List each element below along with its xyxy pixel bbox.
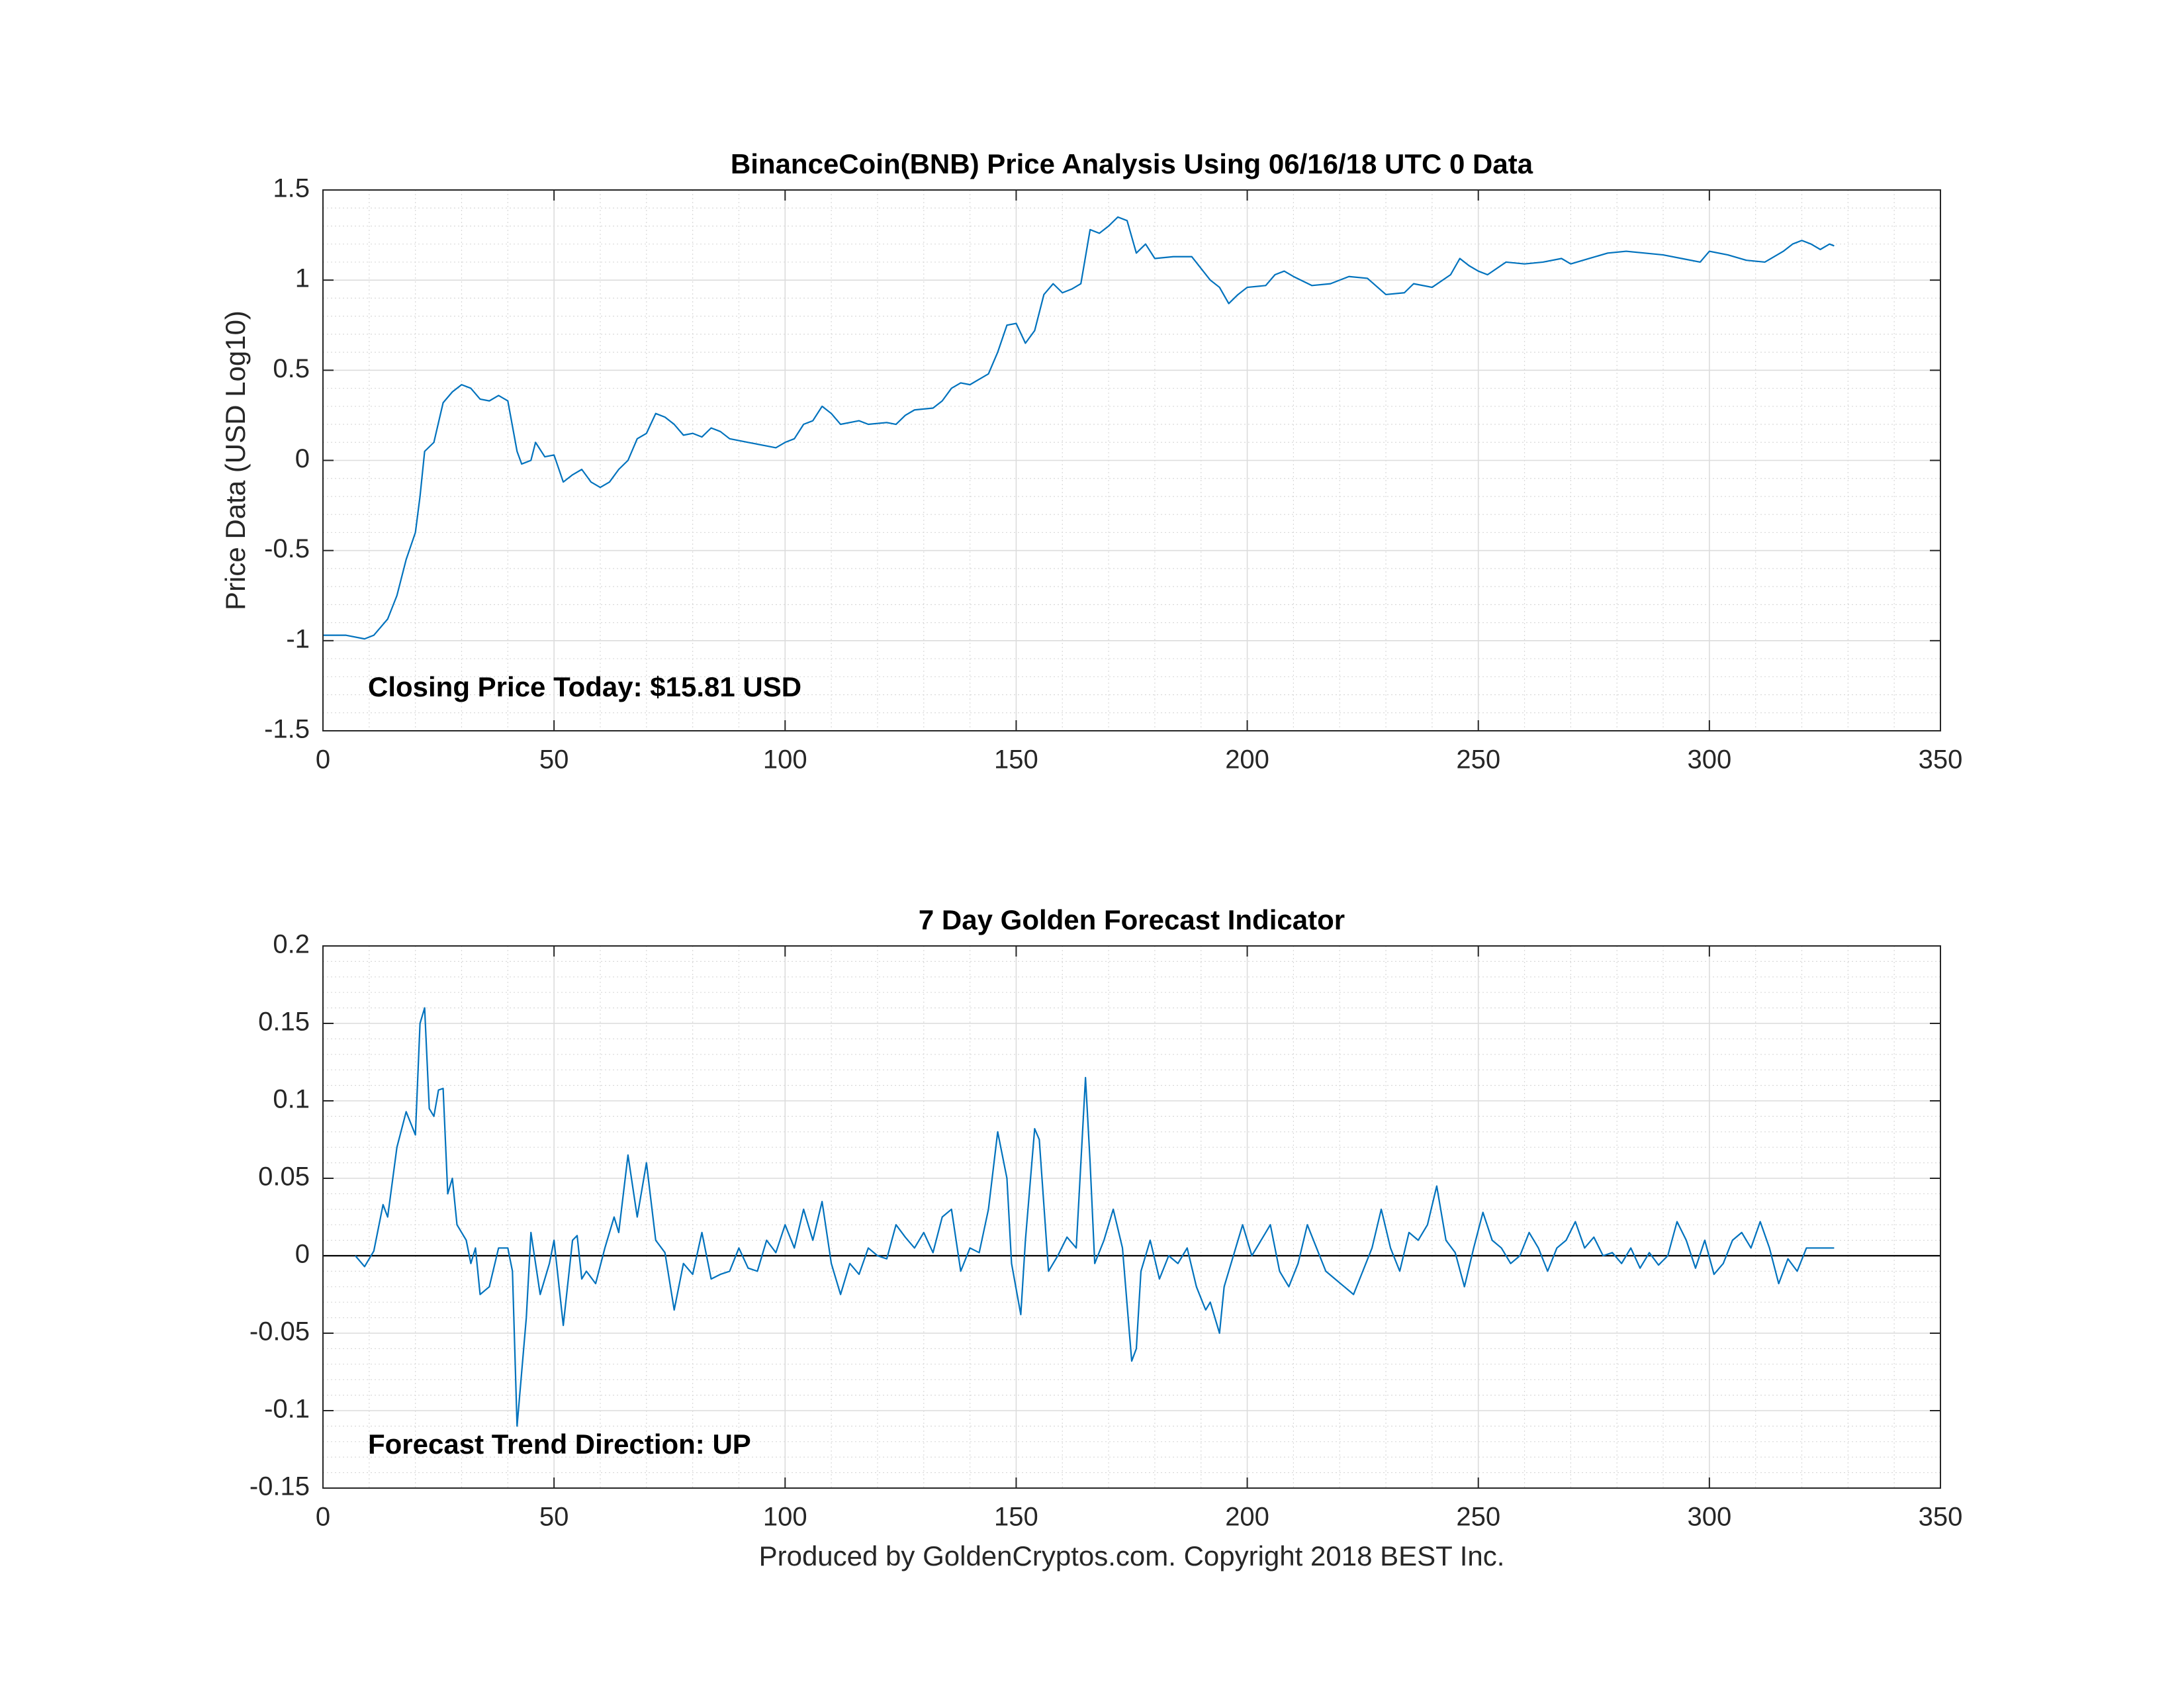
- axes-box: [322, 189, 1941, 731]
- y-tick-label: 0.5: [273, 354, 310, 383]
- x-tick-label: 50: [539, 1503, 569, 1532]
- y-tick-label: -0.15: [250, 1472, 310, 1501]
- x-tick-label: 350: [1919, 1503, 1963, 1532]
- x-tick-label: 150: [994, 1503, 1038, 1532]
- price-line: [355, 1007, 1835, 1427]
- y-tick-label: 0: [295, 444, 310, 473]
- x-tick-label: 100: [763, 745, 807, 774]
- x-tick-label: 350: [1919, 745, 1963, 774]
- y-tick-label: 0.1: [273, 1085, 310, 1114]
- x-tick-label: 250: [1456, 745, 1500, 774]
- x-tick-label: 100: [763, 1503, 807, 1532]
- axes-box: [322, 945, 1941, 1489]
- y-tick-label: -0.05: [250, 1317, 310, 1346]
- y-tick-label: 1.5: [273, 174, 310, 203]
- x-tick-label: 200: [1225, 745, 1269, 774]
- y-tick-label: -0.5: [264, 534, 310, 563]
- x-tick-label: 0: [316, 745, 330, 774]
- annotation: Closing Price Today: $15.81 USD: [368, 671, 801, 702]
- x-tick-label: 0: [316, 1503, 330, 1532]
- y-axis-label: Price Data (USD Log10): [220, 310, 251, 610]
- x-axis-label: Produced by GoldenCryptos.com. Copyright…: [759, 1540, 1505, 1571]
- x-tick-label: 300: [1687, 745, 1731, 774]
- price-line: [323, 216, 1835, 640]
- axes: [322, 945, 1941, 1489]
- x-tick-label: 150: [994, 745, 1038, 774]
- x-tick-label: 300: [1687, 1503, 1731, 1532]
- x-tick-label: 200: [1225, 1503, 1269, 1532]
- y-tick-label: -0.1: [264, 1395, 310, 1424]
- y-tick-label: 0.15: [258, 1008, 310, 1037]
- axes: [322, 189, 1941, 731]
- x-tick-label: 50: [539, 745, 569, 774]
- y-tick-label: 1: [295, 264, 310, 293]
- y-tick-label: 0.2: [273, 930, 310, 959]
- x-tick-label: 250: [1456, 1503, 1500, 1532]
- annotation: Forecast Trend Direction: UP: [368, 1429, 751, 1460]
- y-tick-label: 0: [295, 1240, 310, 1269]
- y-tick-label: -1.5: [264, 715, 310, 744]
- chart-title: 7 Day Golden Forecast Indicator: [919, 904, 1345, 935]
- chart-title: BinanceCoin(BNB) Price Analysis Using 06…: [731, 148, 1533, 179]
- y-tick-label: -1: [286, 624, 310, 653]
- y-tick-label: 0.05: [258, 1162, 310, 1192]
